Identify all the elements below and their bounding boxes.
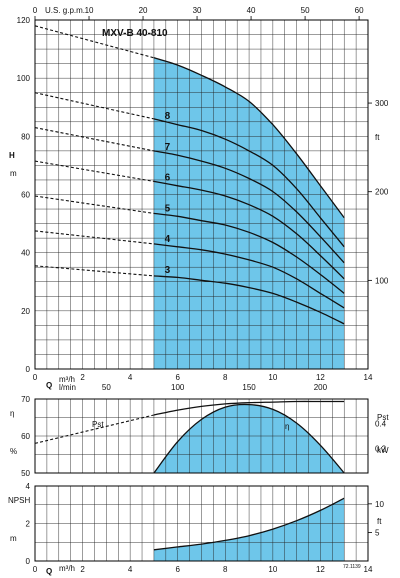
ft-tick-label: 300 xyxy=(375,99,389,108)
x-tick-label-bottom: 8 xyxy=(223,565,228,574)
top-tick-label: 60 xyxy=(355,6,364,15)
x-tick-label: 2 xyxy=(80,373,85,382)
curve-label-4: 4 xyxy=(165,234,171,245)
x-axis-unit-m3h: m³/h xyxy=(59,375,75,384)
chart-title: MXV-B 40-810 xyxy=(102,28,168,39)
lmin-tick-label: 200 xyxy=(314,383,328,392)
y-tick-label: 120 xyxy=(17,16,31,25)
plot-frame xyxy=(34,19,369,370)
npsh-right-unit: ft xyxy=(377,517,382,526)
y-tick-label: 20 xyxy=(21,307,30,316)
x-axis-label-q: Q xyxy=(46,381,52,390)
x-tick-label-bottom: 0 xyxy=(33,565,38,574)
x-tick-label: 4 xyxy=(128,373,133,382)
top-tick-label: 20 xyxy=(139,6,148,15)
curve-dashed-7 xyxy=(34,127,155,152)
y-tick-label: 40 xyxy=(21,249,30,258)
eta-tick-label: 70 xyxy=(21,395,30,404)
eta-axis-unit: % xyxy=(10,447,17,456)
npsh-curve xyxy=(153,497,345,551)
curve-dashed-4 xyxy=(34,230,154,245)
lmin-tick-label: 50 xyxy=(102,383,111,392)
curve-label-6: 6 xyxy=(165,173,171,184)
chart-code: 72.1139 xyxy=(343,564,361,570)
top-tick-label: 40 xyxy=(247,6,256,15)
curve-7 xyxy=(153,150,345,264)
y-tick-label: 60 xyxy=(21,191,30,200)
curve-label-8: 8 xyxy=(165,111,171,122)
pst-curve xyxy=(153,400,345,416)
x-tick-label: 14 xyxy=(364,373,373,382)
top-tick-label: 0 xyxy=(33,6,38,15)
pst-axis-label: Pst xyxy=(377,413,389,422)
curve-max xyxy=(153,57,345,219)
plot-frame xyxy=(34,485,369,562)
ft-tick-label: 100 xyxy=(375,276,389,285)
right-axis-unit-ft: ft xyxy=(375,133,380,142)
curve-3 xyxy=(153,275,345,325)
eta-curve xyxy=(153,403,345,474)
x-tick-label: 10 xyxy=(268,373,277,382)
x-tick-label-bottom: 2 xyxy=(80,565,85,574)
plot-frame xyxy=(34,398,369,474)
curve-4 xyxy=(153,243,345,309)
pst-curve-label: Pst xyxy=(92,420,104,429)
lmin-tick-label: 150 xyxy=(242,383,256,392)
y-tick-label: 100 xyxy=(17,74,31,83)
eta-tick-label: 60 xyxy=(21,432,30,441)
x-tick-label-bottom: 10 xyxy=(268,565,277,574)
eta-curve-label: η xyxy=(285,422,289,431)
curve-label-5: 5 xyxy=(165,203,171,214)
eta-tick-label: 50 xyxy=(21,469,30,478)
bottom-axis-label-q: Q xyxy=(46,567,52,576)
x-tick-label: 12 xyxy=(316,373,325,382)
efficiency-panel: 50 60 70 0.2 0.4 xyxy=(21,395,387,478)
lmin-tick-label: 100 xyxy=(171,383,185,392)
x-axis-unit-lmin: l/min xyxy=(59,383,76,392)
kw-tick-label: 0.4 xyxy=(375,420,387,429)
top-tick-label: 50 xyxy=(301,6,310,15)
npsh-panel: 0 2 4 5 10 0 2 4 6 8 10 12 14 xyxy=(26,482,385,574)
y-tick-label: 80 xyxy=(21,132,30,141)
x-tick-label-bottom: 4 xyxy=(128,565,133,574)
npsh-axis-unit: m xyxy=(10,534,17,543)
bottom-axis-unit: m³/h xyxy=(59,564,75,573)
panel-labels: MXV-B 40-810 U.S. g.p.m. H m ft Q m³/h l… xyxy=(8,6,389,576)
npsh-tick-label: 4 xyxy=(26,482,31,491)
x-tick-label-bottom: 14 xyxy=(364,565,373,574)
curve-label-3: 3 xyxy=(165,265,171,276)
npsh-tick-label: 0 xyxy=(26,557,31,566)
curve-dashed-3 xyxy=(34,265,154,277)
curve-8 xyxy=(153,118,345,248)
npsh-tick-label: 2 xyxy=(26,520,31,529)
y-tick-label: 0 xyxy=(26,365,31,374)
x-tick-label-bottom: 12 xyxy=(316,565,325,574)
x-tick-label: 8 xyxy=(223,373,228,382)
top-axis-unit: U.S. g.p.m. xyxy=(45,6,85,15)
eta-axis-label: η xyxy=(10,409,14,418)
kw-axis-unit: kW xyxy=(377,446,389,455)
curve-6 xyxy=(153,180,345,280)
top-tick-label: 30 xyxy=(193,6,202,15)
npsh-ft-tick-label: 5 xyxy=(375,528,380,537)
x-tick-label: 6 xyxy=(175,373,180,382)
curve-dashed-6 xyxy=(34,160,154,182)
y-axis-unit-m: m xyxy=(10,169,17,178)
kw-tick-label: 0.2 xyxy=(375,444,387,453)
npsh-axis-label: NPSH xyxy=(8,496,30,505)
y-axis-label-h: H xyxy=(9,151,15,160)
curve-5 xyxy=(153,212,345,294)
x-tick-label-bottom: 6 xyxy=(175,565,180,574)
top-tick-label: 10 xyxy=(85,6,94,15)
curve-dashed-8 xyxy=(34,92,155,120)
curve-label-7: 7 xyxy=(165,142,171,153)
npsh-ft-tick-label: 10 xyxy=(375,500,384,509)
ft-tick-label: 200 xyxy=(375,188,389,197)
curve-dashed-5 xyxy=(34,195,154,214)
x-tick-label: 0 xyxy=(33,373,38,382)
